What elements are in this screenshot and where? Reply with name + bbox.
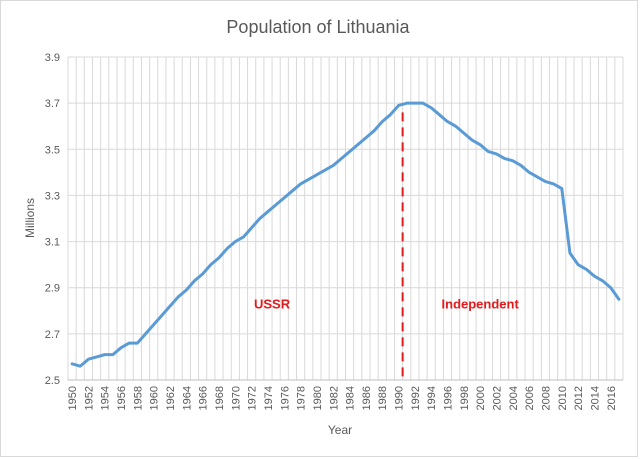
x-tick-label: 1984: [345, 386, 357, 410]
annotations: USSR Independent: [254, 296, 519, 311]
y-tick-label: 2.5: [45, 375, 60, 387]
annotation-label: Independent: [442, 296, 520, 311]
x-tick-label: 1972: [247, 386, 259, 410]
x-tick-label: 1970: [230, 386, 242, 410]
x-tick-label: 1976: [279, 386, 291, 410]
x-tick-label: 2004: [508, 386, 520, 410]
x-tick-label: 1960: [149, 386, 161, 410]
y-tick-label: 2.9: [45, 283, 60, 295]
x-tick-label: 1954: [100, 386, 112, 410]
x-tick-label: 1974: [263, 386, 275, 410]
x-tick-label: 2010: [557, 386, 569, 410]
x-tick-label: 1990: [394, 386, 406, 410]
x-tick-label: 2012: [573, 386, 585, 410]
x-tick-label: 1982: [328, 386, 340, 410]
x-tick-label: 1978: [296, 386, 308, 410]
population-line: [70, 101, 621, 368]
x-tick-label: 2016: [606, 386, 618, 410]
x-axis-title: Year: [328, 423, 352, 437]
x-tick-label: 2002: [491, 386, 503, 410]
x-tick-label: 1966: [198, 386, 210, 410]
x-tick-label: 1952: [83, 386, 95, 410]
y-tick-label: 3.7: [45, 98, 60, 110]
y-axis-ticks: 2.5 2.7 2.9 3.1 3.3 3.5 3.7 3.9: [45, 52, 60, 387]
x-tick-label: 1968: [214, 386, 226, 410]
x-tick-label: 1986: [361, 386, 373, 410]
x-axis-ticks: 1950 1952 1954 1956 1958 1960 1962 1964 1966 1968…: [67, 386, 618, 410]
x-tick-label: 1994: [426, 386, 438, 410]
y-tick-label: 2.7: [45, 329, 60, 341]
x-tick-label: 2014: [589, 386, 601, 410]
x-tick-label: 1956: [116, 386, 128, 410]
annotation-label: USSR: [254, 296, 291, 311]
x-tick-label: 1962: [165, 386, 177, 410]
y-axis-title: Millions: [23, 198, 37, 238]
y-tick-label: 3.1: [45, 237, 60, 249]
x-tick-label: 1980: [312, 386, 324, 410]
x-tick-label: 1992: [410, 386, 422, 410]
chart-title: Population of Lithuania: [226, 17, 410, 37]
x-tick-label: 1958: [132, 386, 144, 410]
x-tick-label: 2006: [524, 386, 536, 410]
x-tick-label: 2000: [475, 386, 487, 410]
x-tick-label: 1964: [181, 386, 193, 410]
x-tick-label: 2008: [540, 386, 552, 410]
x-tick-label: 1950: [67, 386, 79, 410]
x-tick-label: 1996: [443, 386, 455, 410]
gridlines: [67, 56, 624, 381]
y-tick-label: 3.5: [45, 144, 60, 156]
y-tick-label: 3.3: [45, 190, 60, 202]
x-tick-label: 1988: [377, 386, 389, 410]
y-tick-label: 3.9: [45, 52, 60, 64]
x-tick-label: 1998: [459, 386, 471, 410]
